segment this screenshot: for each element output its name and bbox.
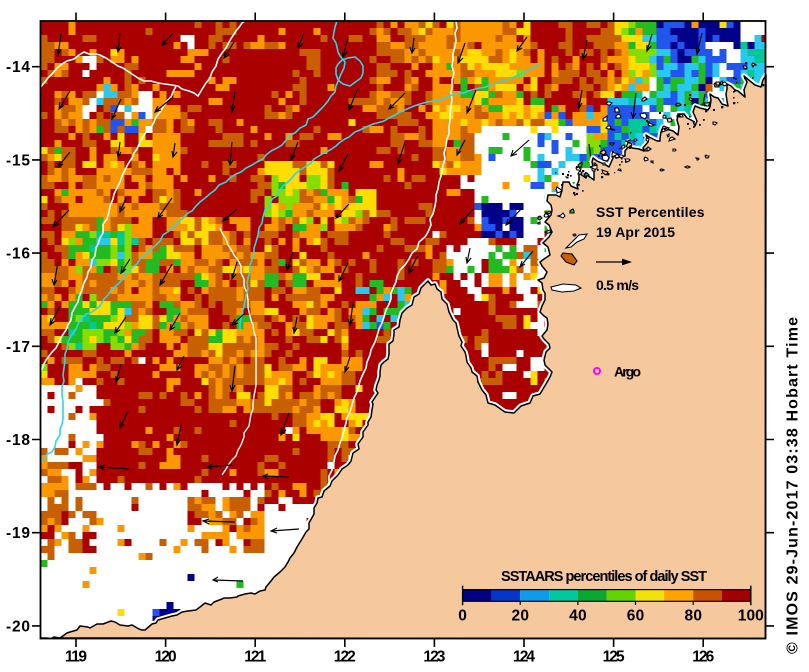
svg-text:-15: -15 — [6, 152, 30, 169]
svg-text:120: 120 — [155, 649, 177, 666]
svg-text:SSTAARS percentiles of daily S: SSTAARS percentiles of daily SST — [501, 569, 707, 585]
svg-text:40: 40 — [569, 608, 587, 625]
svg-text:-19: -19 — [6, 525, 30, 542]
svg-text:100: 100 — [738, 608, 764, 625]
svg-text:123: 123 — [423, 649, 445, 666]
svg-text:0.5 m/s: 0.5 m/s — [596, 277, 639, 293]
svg-text:125: 125 — [603, 649, 625, 666]
svg-text:119: 119 — [65, 649, 87, 666]
svg-text:20: 20 — [511, 608, 529, 625]
svg-text:-14: -14 — [6, 59, 30, 76]
svg-text:-20: -20 — [6, 618, 30, 635]
svg-text:124: 124 — [513, 649, 535, 666]
svg-text:126: 126 — [692, 649, 714, 666]
svg-text:SST Percentiles: SST Percentiles — [596, 204, 705, 220]
svg-text:122: 122 — [334, 649, 356, 666]
svg-text:Argo: Argo — [614, 364, 641, 380]
svg-text:19 Apr 2015: 19 Apr 2015 — [596, 224, 675, 240]
svg-text:80: 80 — [684, 608, 702, 625]
svg-text:121: 121 — [244, 649, 266, 666]
svg-text:© IMOS 29-Jun-2017 03:38 Hobar: © IMOS 29-Jun-2017 03:38 Hobart Time — [785, 317, 802, 654]
svg-text:-17: -17 — [6, 339, 30, 356]
svg-text:-18: -18 — [6, 432, 30, 449]
svg-text:-16: -16 — [6, 246, 30, 263]
svg-text:60: 60 — [627, 608, 645, 625]
svg-text:0: 0 — [458, 608, 467, 625]
